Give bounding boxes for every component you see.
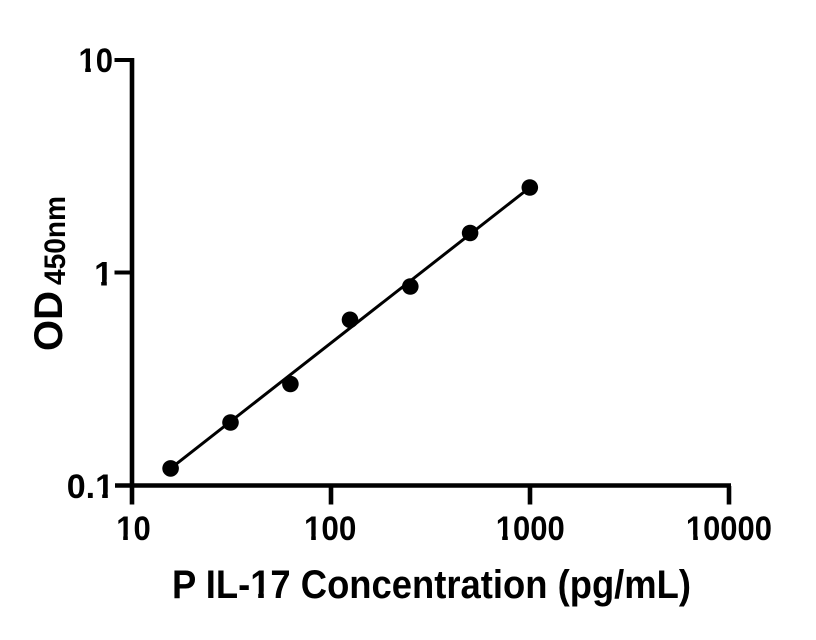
svg-text:P IL-17 Concentration (pg/mL): P IL-17 Concentration (pg/mL)	[172, 563, 691, 607]
svg-text:100: 100	[304, 510, 357, 548]
svg-text:10000: 10000	[686, 510, 772, 548]
svg-text:1: 1	[94, 255, 113, 293]
svg-text:1000: 1000	[496, 510, 565, 548]
svg-text:10: 10	[116, 510, 151, 548]
svg-text:0.1: 0.1	[67, 468, 114, 506]
svg-text:10: 10	[79, 42, 114, 80]
